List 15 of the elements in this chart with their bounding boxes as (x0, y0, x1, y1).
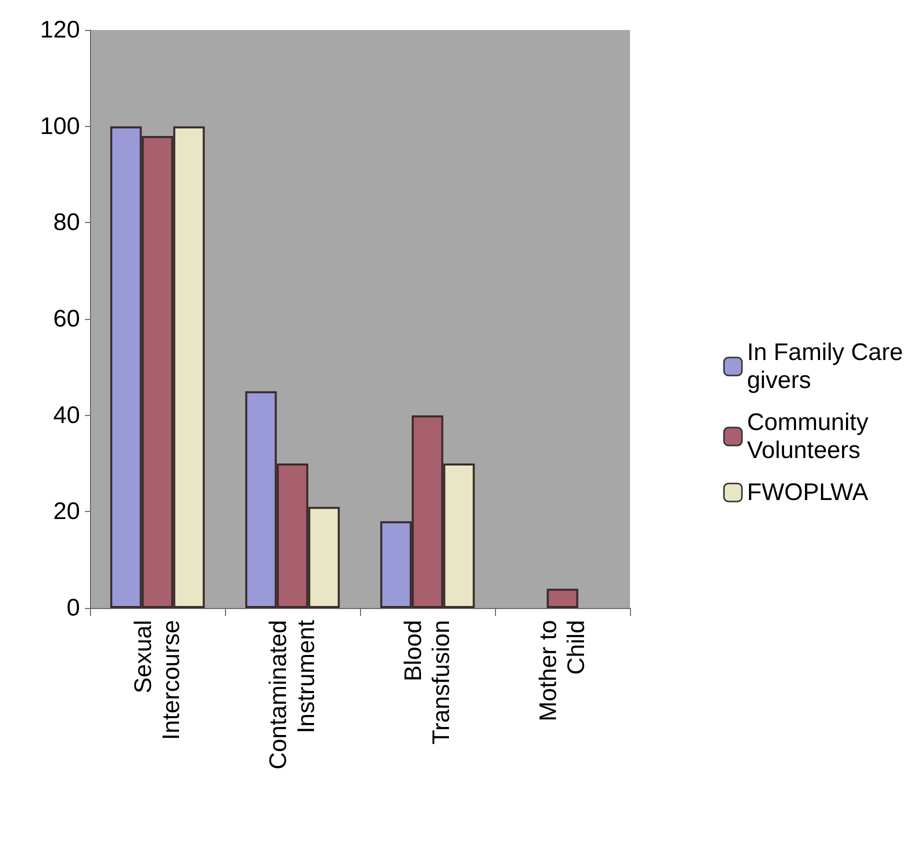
y-tick-label: 60 (53, 306, 80, 332)
x-tick-label: Blood Transfusion (400, 620, 455, 744)
bar (546, 588, 578, 608)
y-tick-label: 40 (53, 402, 80, 429)
y-tick-label: 120 (40, 16, 80, 44)
legend-label: Community Volunteers (746, 409, 868, 464)
x-tick-label: Sexual Intercourse (130, 620, 185, 740)
legend-label: FWOPLWA (746, 479, 868, 506)
y-tick-label: 0 (66, 594, 80, 622)
x-tick-label: Mother to Child (535, 620, 590, 722)
y-tick-label: 100 (40, 112, 80, 140)
legend-label: In Family Care givers (746, 339, 904, 394)
y-tick-label: 80 (53, 209, 80, 236)
y-tick-label: 20 (53, 498, 80, 526)
x-tick-label: Contaminated Instrument (265, 620, 320, 770)
